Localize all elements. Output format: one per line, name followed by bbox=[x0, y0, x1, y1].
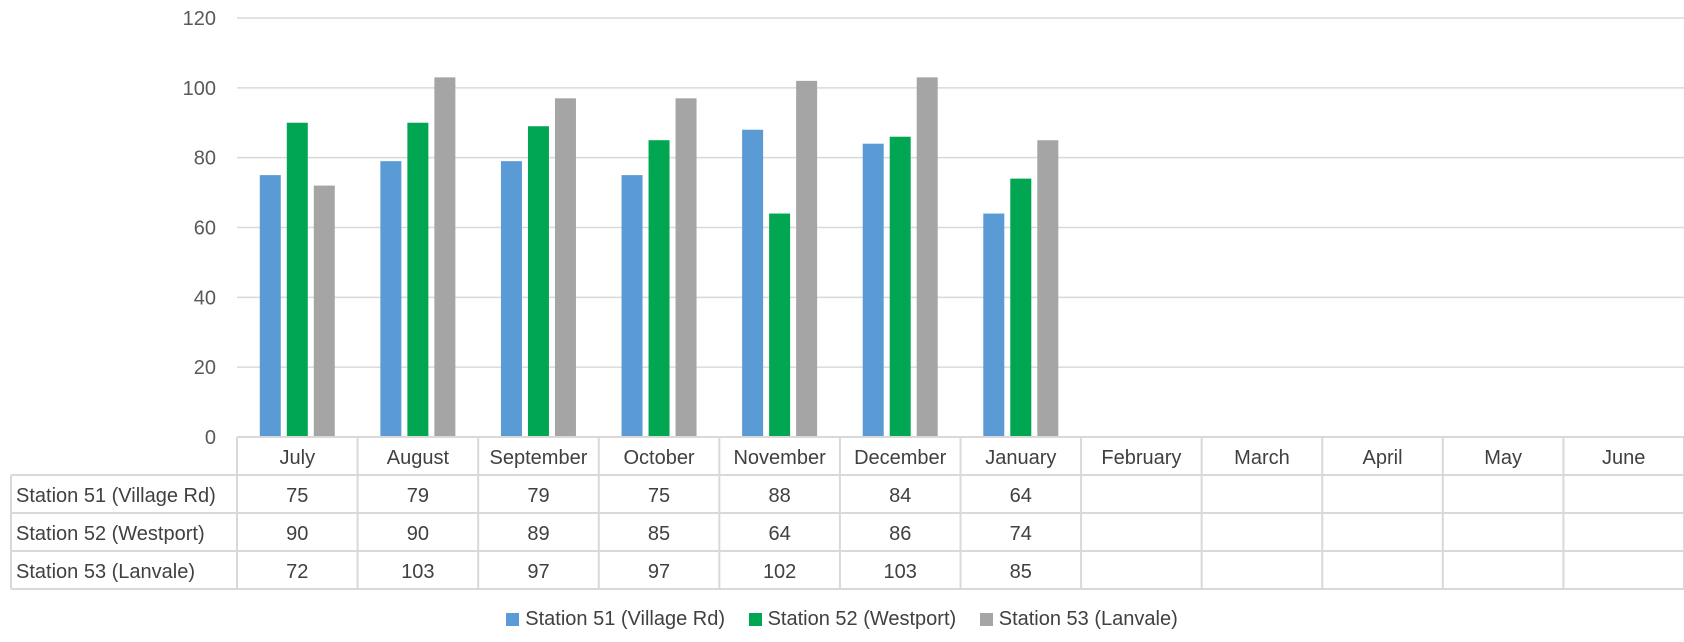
category-label: May bbox=[1484, 447, 1522, 469]
table-row-label: Station 53 (Lanvale) bbox=[16, 561, 195, 583]
table-cell-value: 102 bbox=[763, 561, 796, 583]
y-tick-label: 80 bbox=[194, 148, 216, 170]
table-cell-value: 64 bbox=[769, 523, 791, 545]
category-label: October bbox=[623, 447, 694, 469]
table-cell-value: 88 bbox=[769, 485, 791, 507]
bar bbox=[916, 77, 938, 437]
legend-item-series-3: Station 53 (Lanvale) bbox=[979, 608, 1178, 631]
table-row-label: Station 52 (Westport) bbox=[16, 523, 205, 545]
table-cell-value: 72 bbox=[286, 561, 308, 583]
category-label: September bbox=[490, 447, 588, 469]
bar bbox=[286, 122, 308, 437]
table-cell-value: 103 bbox=[401, 561, 434, 583]
category-label: April bbox=[1363, 447, 1403, 469]
bar bbox=[500, 161, 522, 438]
table-cell-value: 90 bbox=[286, 523, 308, 545]
bar bbox=[621, 175, 643, 437]
table-cell-value: 75 bbox=[648, 485, 670, 507]
category-label: February bbox=[1101, 447, 1181, 469]
bar bbox=[796, 80, 818, 437]
bar bbox=[259, 175, 281, 437]
bar bbox=[1010, 178, 1032, 437]
bar bbox=[889, 136, 911, 437]
bar bbox=[527, 126, 549, 437]
bar bbox=[407, 122, 429, 437]
legend-swatch-series-3 bbox=[979, 613, 993, 626]
bar bbox=[554, 98, 576, 437]
category-label: November bbox=[733, 447, 826, 469]
table-cell-value: 97 bbox=[648, 561, 670, 583]
legend-item-series-1: Station 51 (Village Rd) bbox=[506, 608, 725, 631]
bars bbox=[259, 77, 1059, 438]
table-cell-value: 74 bbox=[1010, 523, 1032, 545]
bar bbox=[648, 140, 670, 438]
table-cell-value: 79 bbox=[527, 485, 549, 507]
table-cell-value: 85 bbox=[648, 523, 670, 545]
category-label: March bbox=[1234, 447, 1290, 469]
y-tick-label: 120 bbox=[183, 8, 216, 30]
legend: Station 51 (Village Rd) Station 52 (West… bbox=[0, 608, 1684, 631]
bar bbox=[769, 213, 791, 437]
bar bbox=[1037, 140, 1059, 438]
legend-label-series-3: Station 53 (Lanvale) bbox=[998, 608, 1178, 630]
legend-label-series-2: Station 52 (Westport) bbox=[767, 608, 957, 630]
table-cell-value: 86 bbox=[889, 523, 911, 545]
table-cell-value: 90 bbox=[407, 523, 429, 545]
bar bbox=[380, 161, 402, 438]
table-cell-value: 64 bbox=[1010, 485, 1032, 507]
y-tick-label: 100 bbox=[183, 78, 216, 100]
category-label: July bbox=[280, 447, 316, 469]
category-label: June bbox=[1602, 447, 1645, 469]
gridlines bbox=[237, 17, 1684, 368]
legend-label-series-1: Station 51 (Village Rd) bbox=[525, 608, 725, 630]
y-axis-tick-labels: 0 20 40 60 80 100 120 bbox=[183, 8, 216, 449]
y-tick-label: 40 bbox=[194, 287, 216, 309]
data-table: July August September October November Decemb… bbox=[10, 436, 1684, 590]
y-tick-label: 0 bbox=[205, 427, 216, 449]
table-cell-value: 84 bbox=[889, 485, 911, 507]
table-cell-value: 75 bbox=[286, 485, 308, 507]
table-cell-value: 89 bbox=[527, 523, 549, 545]
legend-swatch-series-2 bbox=[748, 613, 762, 626]
table-cell-value: 103 bbox=[884, 561, 917, 583]
category-label: January bbox=[985, 447, 1056, 469]
bar bbox=[313, 185, 335, 437]
category-label: December bbox=[854, 447, 947, 469]
bar bbox=[742, 129, 764, 437]
y-tick-label: 60 bbox=[194, 218, 216, 240]
table-cell-value: 85 bbox=[1010, 561, 1032, 583]
table-cell-value: 79 bbox=[407, 485, 429, 507]
table-row-label: Station 51 (Village Rd) bbox=[16, 485, 216, 507]
bar bbox=[983, 213, 1005, 437]
legend-swatch-series-1 bbox=[506, 613, 520, 626]
y-tick-label: 20 bbox=[194, 357, 216, 379]
bar bbox=[862, 143, 884, 437]
bar bbox=[675, 98, 697, 437]
bar bbox=[434, 77, 456, 437]
category-label: August bbox=[387, 447, 450, 469]
legend-item-series-2: Station 52 (Westport) bbox=[748, 608, 957, 631]
table-cell-value: 97 bbox=[527, 561, 549, 583]
